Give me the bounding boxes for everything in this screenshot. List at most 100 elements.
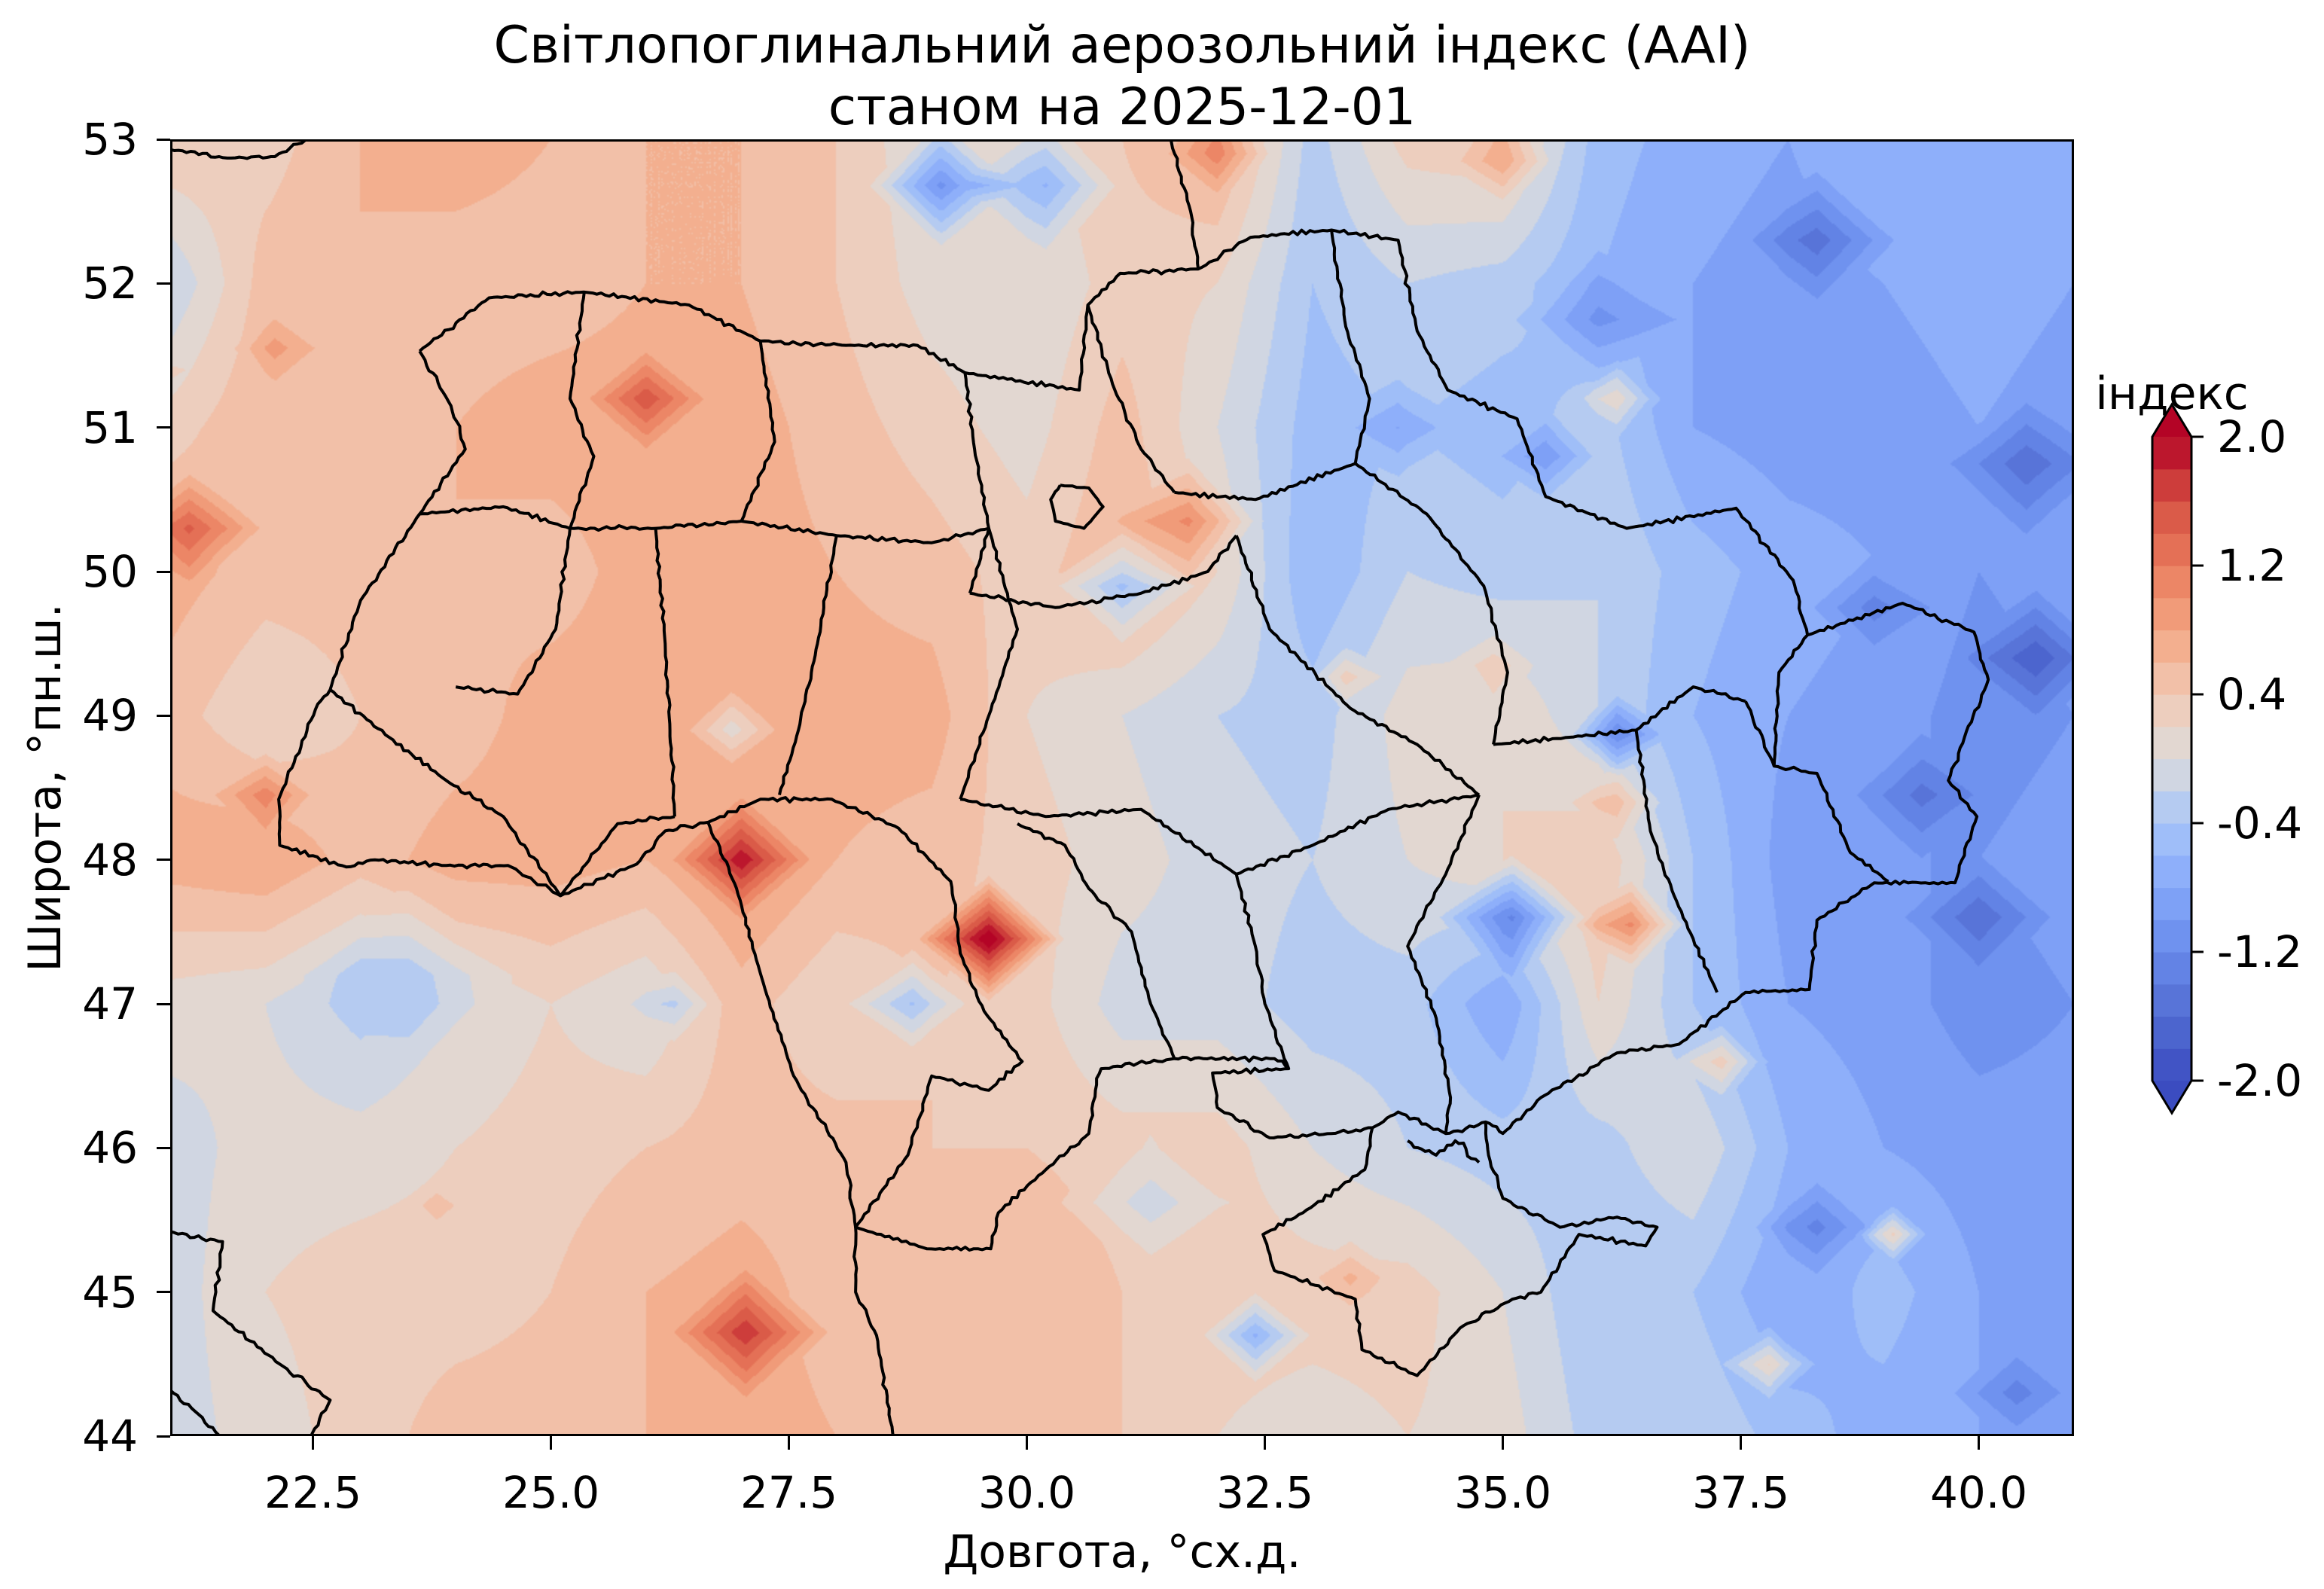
colorbar-band	[2152, 758, 2191, 791]
y-tick-mark	[157, 570, 170, 573]
boundary-belarus-russia	[1169, 139, 1200, 270]
colorbar-band	[2152, 468, 2191, 502]
x-tick-mark	[550, 1436, 553, 1450]
colorbar-tick-label: -0.4	[2217, 798, 2303, 849]
boundary-poland-belarus	[170, 139, 310, 160]
boundary-oblast-donetsk-luhansk	[1744, 700, 1889, 883]
colorbar-tick-label: 2.0	[2217, 411, 2287, 462]
y-tick-mark	[157, 1146, 170, 1149]
y-tick-label: 50	[82, 546, 138, 597]
x-tick-label: 25.0	[502, 1467, 600, 1518]
boundary-oblast-kirovohrad-south	[959, 798, 1237, 876]
boundary-oblast-khmelnytskyi-vinnytsia	[778, 535, 838, 796]
boundary-oblast-kherson-zaporizhzhia	[1406, 794, 1481, 1134]
boundary-oblast-north-west-south-edge	[419, 505, 742, 532]
boundary-oblast-kirovohrad-dnipro	[1236, 793, 1480, 876]
colorbar-band	[2152, 533, 2191, 566]
y-tick-label: 48	[82, 834, 138, 886]
boundary-oblast-dnipro-donetsk	[1634, 730, 1719, 993]
y-tick-label: 53	[82, 114, 138, 165]
boundary-oblast-mykolaiv-kherson	[1234, 874, 1291, 1069]
y-tick-mark	[157, 859, 170, 862]
colorbar-band	[2152, 437, 2191, 470]
y-tick-label: 47	[82, 978, 138, 1029]
x-tick-mark	[312, 1436, 315, 1450]
colorbar-band	[2152, 726, 2191, 760]
colorbar	[2151, 402, 2204, 1115]
chart-title: Світлопоглинальний аерозольний індекс (A…	[0, 15, 2244, 139]
boundary-oblast-poltava-dnipro-river	[1234, 535, 1481, 797]
boundary-oblast-odesa-mykolaiv	[1016, 822, 1176, 1060]
y-tick-label: 45	[82, 1266, 138, 1318]
y-tick-mark	[157, 714, 170, 717]
colorbar-band	[2152, 597, 2191, 631]
boundary-ukraine-outline	[277, 228, 1990, 1252]
boundary-moldova-prut	[706, 822, 858, 1228]
y-tick-mark	[157, 1002, 170, 1005]
colorbar-band	[2152, 920, 2191, 953]
boundary-kyiv-city	[1049, 483, 1105, 530]
colorbar-band	[2152, 566, 2191, 599]
boundary-oblast-lviv-ternopil	[455, 528, 572, 696]
boundary-oblast-sumy-poltava-kharkiv	[1354, 462, 1509, 746]
colorbar-band	[2152, 952, 2191, 985]
y-tick-mark	[157, 282, 170, 285]
x-axis-label: Довгота, °сх.д.	[943, 1526, 1301, 1578]
x-tick-mark	[788, 1436, 791, 1450]
y-tick-label: 52	[82, 258, 138, 310]
colorbar-band	[2152, 791, 2191, 824]
colorbar-tick-label: -2.0	[2217, 1055, 2303, 1106]
boundary-romania-dobruja	[852, 1227, 895, 1436]
colorbar-title: індекс	[2095, 368, 2249, 420]
boundary-sivash-lagoon	[1407, 1139, 1481, 1164]
y-tick-mark	[157, 138, 170, 141]
colorbar-band	[2152, 630, 2191, 663]
colorbar-band	[2152, 1016, 2191, 1049]
colorbar-tick-label: 1.2	[2217, 540, 2287, 591]
x-tick-label: 32.5	[1216, 1467, 1314, 1518]
x-tick-label: 22.5	[264, 1467, 362, 1518]
x-tick-label: 30.0	[978, 1467, 1076, 1518]
colorbar-band	[2152, 1048, 2191, 1081]
admin-boundaries-overlay	[170, 139, 1990, 1436]
y-tick-mark	[157, 1435, 170, 1438]
boundary-oblast-kharkiv-luhansk	[1772, 633, 1809, 767]
x-tick-mark	[1740, 1436, 1743, 1450]
boundary-oblast-zhytomyr-south	[741, 520, 990, 544]
boundary-oblast-chernivtsi-north	[559, 815, 676, 897]
y-tick-label: 49	[82, 690, 138, 742]
colorbar-tick-label: -1.2	[2217, 926, 2303, 977]
boundary-oblast-vinnytsia-east	[959, 528, 1019, 801]
y-tick-mark	[157, 1291, 170, 1294]
colorbar-tick-label: 0.4	[2217, 669, 2287, 720]
colorbar-band	[2152, 855, 2191, 889]
colorbar-band	[2152, 501, 2191, 534]
y-tick-label: 46	[82, 1122, 138, 1174]
boundary-oblast-kharkiv-south	[1493, 685, 1746, 746]
boundary-serbia-romania	[170, 1230, 332, 1436]
y-axis-label: Широта, °пн.ш.	[19, 603, 72, 972]
boundary-oblast-rivne-zhytomyr	[740, 340, 776, 522]
y-tick-label: 51	[82, 401, 138, 453]
chart-title-line1: Світлопоглинальний аерозольний індекс (A…	[493, 16, 1751, 75]
colorbar-extend-max-arrow	[2152, 404, 2191, 437]
colorbar-band	[2152, 823, 2191, 856]
colorbar-band	[2152, 984, 2191, 1017]
x-tick-label: 35.0	[1454, 1467, 1552, 1518]
colorbar-band	[2152, 662, 2191, 695]
boundary-oblast-zhytomyr-kyiv	[963, 372, 990, 594]
x-tick-label: 40.0	[1930, 1467, 2028, 1518]
boundary-oblast-volyn-rivne	[568, 291, 596, 529]
colorbar-band	[2152, 694, 2191, 727]
aai-contour-field	[170, 139, 2074, 1436]
boundary-oblast-kyiv-cherkasy	[969, 534, 1238, 609]
colorbar-band	[2152, 887, 2191, 920]
boundary-oblast-kyiv-chernihiv	[1086, 304, 1176, 493]
boundary-serbia-south	[170, 1389, 222, 1436]
x-tick-label: 27.5	[740, 1467, 838, 1518]
colorbar-extend-min-arrow	[2152, 1081, 2191, 1113]
x-tick-mark	[1264, 1436, 1267, 1450]
x-tick-mark	[1502, 1436, 1505, 1450]
x-tick-label: 37.5	[1692, 1467, 1790, 1518]
